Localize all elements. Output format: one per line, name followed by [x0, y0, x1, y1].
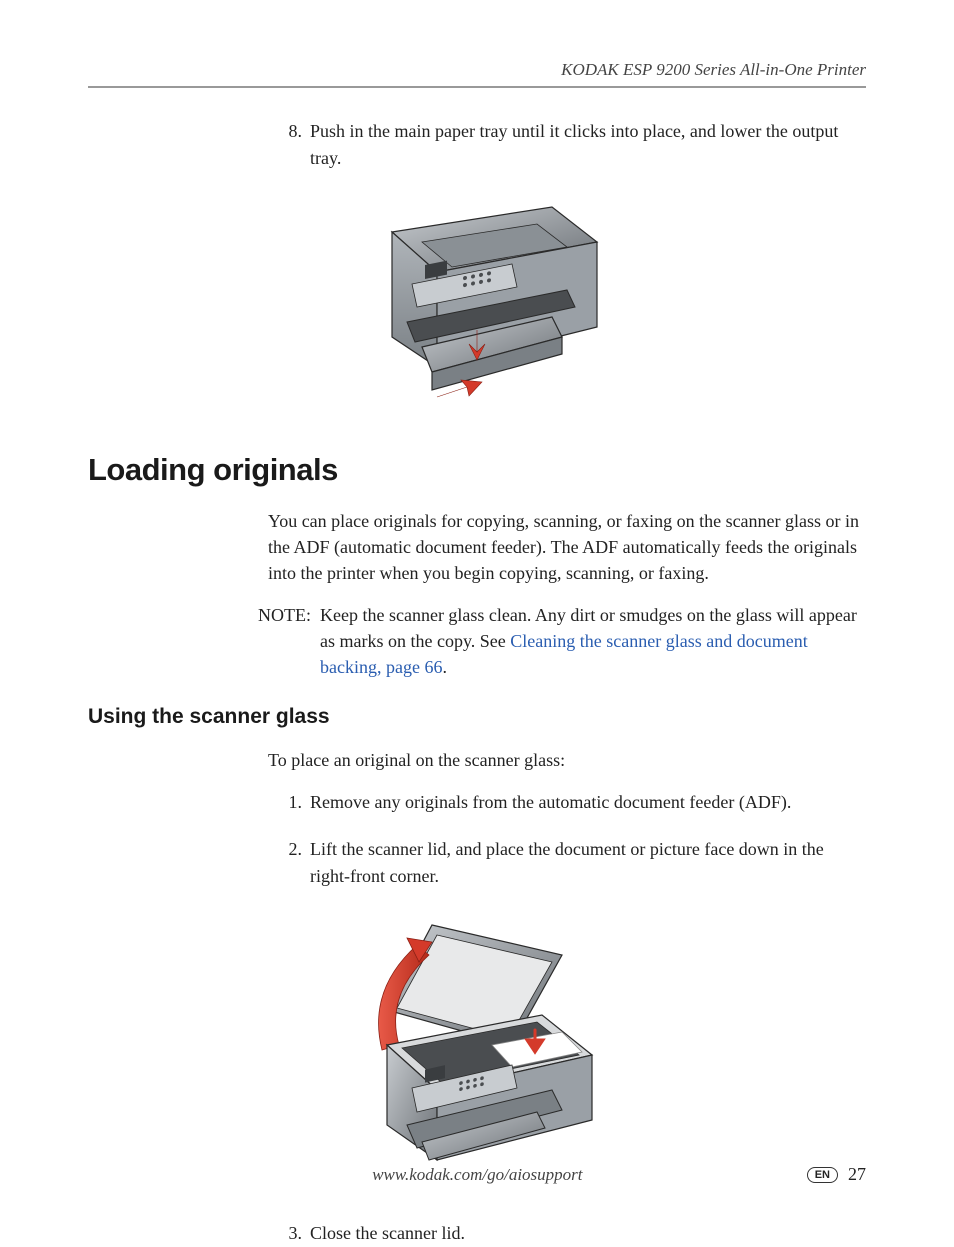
note-body: Keep the scanner glass clean. Any dirt o…	[320, 602, 866, 680]
subsection-heading-scanner-glass: Using the scanner glass	[88, 705, 866, 729]
step-1: 1. Remove any originals from the automat…	[278, 789, 866, 816]
figure-printer-tray	[88, 192, 866, 422]
page-number: 27	[848, 1164, 866, 1185]
scanner-lid-illustration	[337, 910, 617, 1190]
step-number: 1.	[278, 789, 302, 816]
step-2: 2. Lift the scanner lid, and place the d…	[278, 836, 866, 890]
note-block: NOTE: Keep the scanner glass clean. Any …	[258, 602, 866, 680]
step-8: 8. Push in the main paper tray until it …	[278, 118, 866, 172]
printer-tray-illustration	[327, 192, 627, 422]
language-badge: EN	[807, 1167, 838, 1183]
running-header: KODAK ESP 9200 Series All-in-One Printer	[88, 60, 866, 88]
step-number: 2.	[278, 836, 302, 890]
note-text-2: .	[442, 657, 447, 677]
step-text: Close the scanner lid.	[310, 1220, 866, 1247]
step-number: 8.	[278, 118, 302, 172]
figure-scanner-lid	[88, 910, 866, 1190]
section-heading-loading-originals: Loading originals	[88, 452, 866, 488]
subsection-intro: To place an original on the scanner glas…	[268, 747, 866, 773]
step-text: Lift the scanner lid, and place the docu…	[310, 836, 866, 890]
page-footer: www.kodak.com/go/aiosupport EN 27	[88, 1164, 866, 1185]
step-text: Remove any originals from the automatic …	[310, 789, 866, 816]
note-label: NOTE:	[258, 602, 320, 680]
section-intro: You can place originals for copying, sca…	[268, 508, 866, 586]
footer-url: www.kodak.com/go/aiosupport	[148, 1165, 807, 1185]
step-3: 3. Close the scanner lid.	[278, 1220, 866, 1247]
step-number: 3.	[278, 1220, 302, 1247]
step-text: Push in the main paper tray until it cli…	[310, 118, 866, 172]
